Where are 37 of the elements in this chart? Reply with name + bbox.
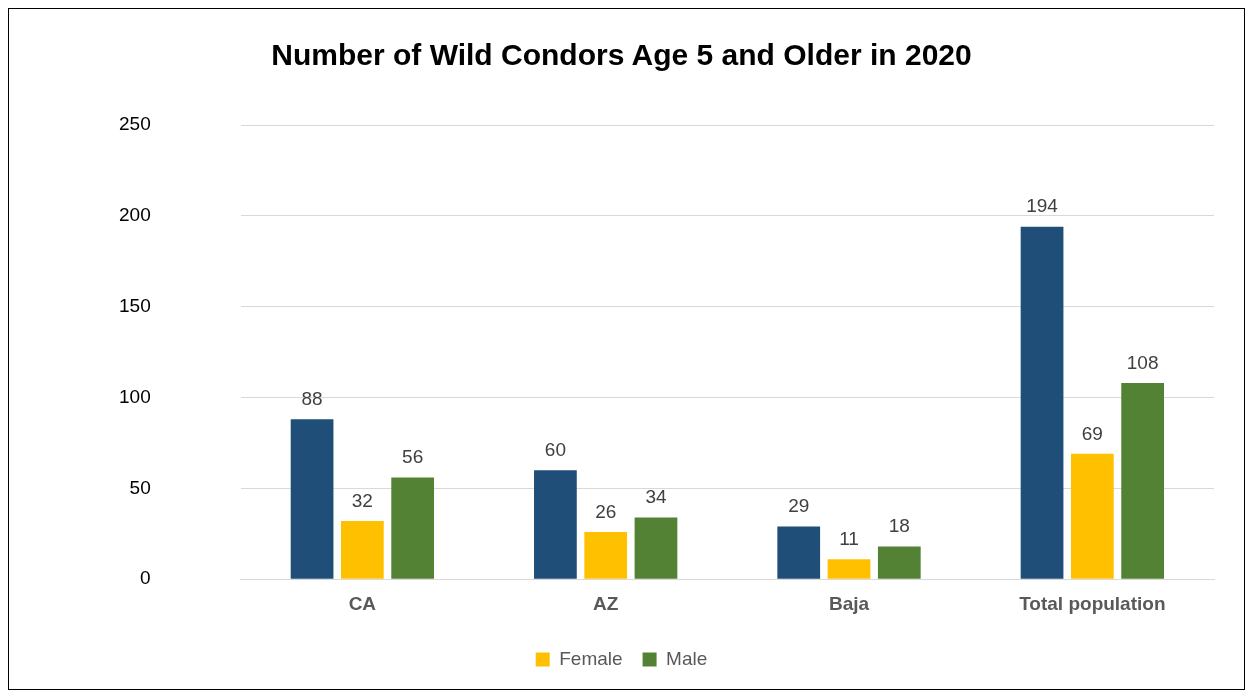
data-label: 32 (351, 489, 373, 511)
bar (1070, 453, 1114, 579)
data-label: 34 (645, 486, 667, 508)
data-label: 18 (888, 515, 910, 537)
bar (634, 517, 678, 579)
data-label: 56 (402, 446, 424, 468)
data-label: 194 (1026, 195, 1059, 217)
data-label: 26 (595, 500, 617, 522)
bar (534, 470, 577, 579)
y-tick-label: 100 (119, 385, 151, 407)
x-tick-label: Baja (828, 592, 870, 614)
bar (290, 419, 334, 579)
bar (1121, 382, 1164, 579)
y-tick-label: 200 (119, 204, 151, 226)
bar (1020, 226, 1064, 579)
y-tick-label: 250 (119, 113, 151, 135)
x-tick-label: Total population (1019, 592, 1166, 614)
bar (584, 531, 628, 579)
legend-label: Female (559, 647, 623, 669)
data-label: 60 (544, 438, 566, 460)
x-tick-label: AZ (593, 592, 619, 614)
data-label: 88 (301, 388, 323, 410)
chart-title: Number of Wild Condors Age 5 and Older in 2020 (271, 38, 972, 72)
bar (340, 521, 384, 579)
x-tick-label: CA (348, 592, 377, 614)
data-label: 29 (788, 495, 810, 517)
bar (777, 526, 821, 579)
y-tick-label: 150 (119, 294, 151, 316)
bar (827, 559, 871, 579)
y-tick-label: 0 (140, 567, 151, 589)
legend-label: Male (666, 647, 708, 669)
bar (391, 477, 435, 579)
y-tick-label: 50 (129, 476, 151, 498)
bar (877, 546, 921, 579)
data-label: 11 (839, 527, 859, 549)
data-label: 108 (1126, 351, 1159, 373)
data-label: 69 (1081, 422, 1103, 444)
